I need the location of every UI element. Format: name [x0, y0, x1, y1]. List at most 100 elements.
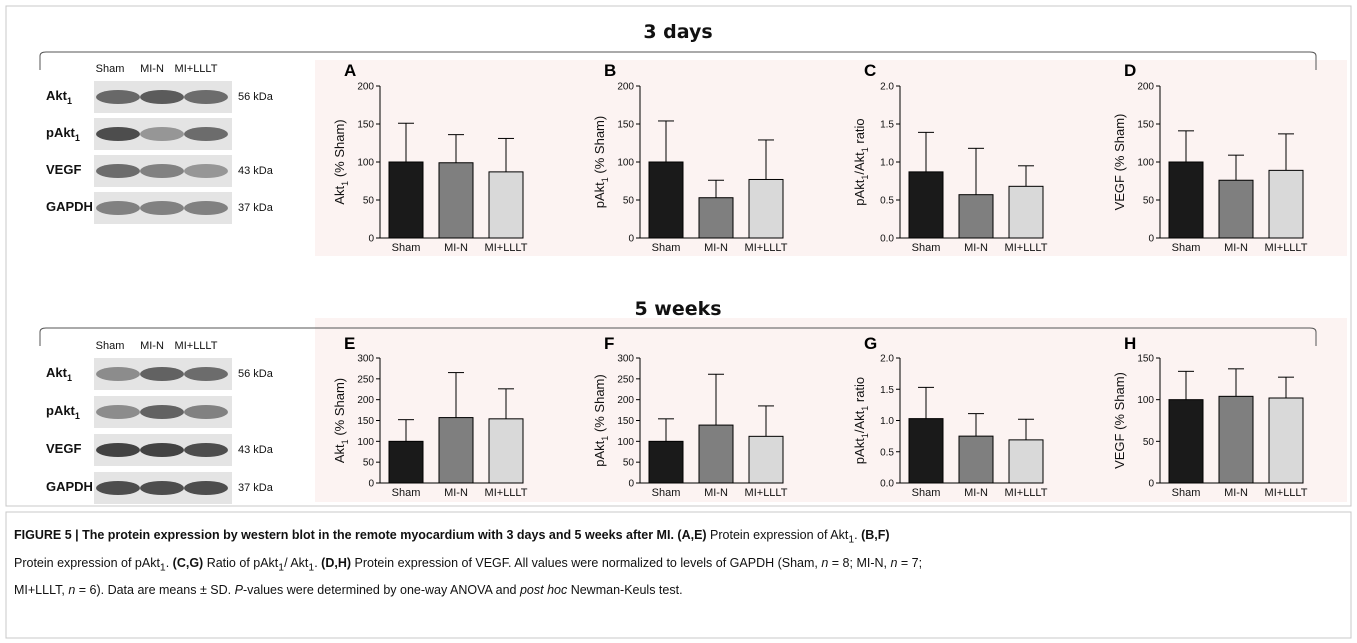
- y-tick-label: 150: [1137, 120, 1154, 131]
- x-category-label: MI-N: [704, 487, 728, 499]
- blot-row-label: pAkt1: [46, 125, 80, 143]
- x-category-label: Sham: [652, 487, 681, 499]
- bar-sham: [1168, 161, 1204, 239]
- y-tick-label: 1.0: [880, 158, 894, 169]
- blot-band: [140, 127, 184, 141]
- x-category-label: MI-N: [444, 242, 468, 254]
- y-tick-label: 0.0: [880, 234, 894, 245]
- y-tick-label: 300: [617, 354, 634, 365]
- y-tick-label: 0.5: [880, 447, 894, 458]
- y-tick-label: 250: [617, 374, 634, 385]
- y-tick-label: 100: [357, 437, 374, 448]
- bar-mi-n: [698, 424, 734, 484]
- x-category-label: Sham: [912, 487, 941, 499]
- bar-mi-lllt: [1008, 185, 1044, 239]
- y-tick-label: 0: [628, 234, 634, 245]
- panel-letter: E: [344, 334, 355, 353]
- y-tick-label: 1.5: [880, 120, 894, 131]
- bar-mi-n: [958, 435, 994, 484]
- x-category-label: MI+LLLT: [1005, 242, 1048, 254]
- y-tick-label: 0: [368, 234, 374, 245]
- section-5-weeks: 5 weeks Sham MI-N MI+LLLT Akt1 56 kDa pAkt1 VEG…: [39, 298, 1317, 504]
- chart-panel-b: B 0 50 100 150 200 pAkt1 (% Sham) Sham MI-N MI+LL…: [592, 61, 788, 254]
- blot-band: [184, 443, 228, 457]
- caption-end: Newman-Keuls test.: [567, 583, 683, 597]
- x-category-label: MI-N: [964, 242, 988, 254]
- x-category-label: MI-N: [444, 487, 468, 499]
- y-tick-label: 0: [1148, 234, 1154, 245]
- y-tick-label: 50: [623, 458, 635, 469]
- bar-sham: [388, 161, 424, 239]
- blot-lane-label: MI+LLLT: [175, 340, 218, 352]
- y-tick-label: 100: [617, 437, 634, 448]
- panel-letter: F: [604, 334, 614, 353]
- blot-row-label: GAPDH: [46, 479, 93, 494]
- blot-band: [96, 90, 140, 104]
- bar-sham: [908, 171, 944, 239]
- y-axis-label: Akt1 (% Sham): [332, 378, 350, 463]
- y-tick-label: 150: [1137, 354, 1154, 365]
- y-tick-label: 100: [1137, 158, 1154, 169]
- panel-letter: C: [864, 61, 876, 80]
- blot-lane-label: MI-N: [140, 340, 164, 352]
- blot-band: [140, 367, 184, 381]
- y-axis-label: pAkt1 (% Sham): [592, 116, 610, 208]
- y-tick-label: 300: [357, 354, 374, 365]
- bar-mi-lllt: [1268, 397, 1304, 484]
- blot-band: [96, 127, 140, 141]
- chart-panel-f: F 0 50 100 150 200 250 300 pAkt1 (% Sham) Sham MI-…: [592, 334, 788, 499]
- y-tick-label: 150: [617, 416, 634, 427]
- blot-band: [184, 405, 228, 419]
- y-tick-label: 0: [628, 479, 634, 490]
- x-category-label: MI+LLLT: [485, 242, 528, 254]
- x-category-label: MI+LLLT: [1265, 487, 1308, 499]
- blot-band: [184, 481, 228, 495]
- caption-posthoc: post hoc: [519, 583, 568, 597]
- blot-band: [96, 405, 140, 419]
- bar-sham: [908, 418, 944, 484]
- bar-mi-n: [958, 194, 994, 239]
- caption-ref-dh: (D,H): [321, 555, 352, 570]
- x-category-label: Sham: [1172, 487, 1201, 499]
- y-tick-label: 150: [357, 120, 374, 131]
- y-tick-label: 200: [617, 395, 634, 406]
- caption-lllt: MI+LLLT,: [14, 583, 69, 597]
- bar-mi-lllt: [488, 418, 524, 484]
- y-tick-label: 1.5: [880, 385, 894, 396]
- y-tick-label: 2.0: [880, 354, 894, 365]
- bar-mi-lllt: [1008, 439, 1044, 484]
- caption-n: n: [821, 555, 829, 570]
- blot-row-label: Akt1: [46, 88, 72, 106]
- y-tick-label: 1.0: [880, 416, 894, 427]
- x-category-label: MI-N: [964, 487, 988, 499]
- x-category-label: Sham: [392, 487, 421, 499]
- blot-kda-label: 43 kDa: [238, 444, 274, 456]
- x-category-label: Sham: [1172, 242, 1201, 254]
- bar-mi-lllt: [748, 178, 784, 239]
- y-tick-label: 50: [623, 196, 635, 207]
- bar-sham: [1168, 399, 1204, 484]
- y-tick-label: 0: [368, 479, 374, 490]
- bar-mi-n: [698, 197, 734, 239]
- caption-means: = 6). Data are means ± SD.: [75, 583, 235, 597]
- caption-n-sham: = 8; MI-N,: [828, 555, 891, 570]
- blot-row-label: VEGF: [46, 162, 81, 177]
- bar-mi-n: [1218, 179, 1254, 239]
- blot-band: [140, 443, 184, 457]
- y-axis-label: Akt1 (% Sham): [332, 119, 350, 204]
- x-category-label: MI-N: [704, 242, 728, 254]
- blot-lane-label: MI-N: [140, 63, 164, 75]
- blot-band: [140, 90, 184, 104]
- bar-mi-lllt: [488, 171, 524, 239]
- panel-letter: B: [604, 61, 616, 80]
- y-tick-label: 50: [1143, 437, 1155, 448]
- caption-n: n: [68, 583, 76, 597]
- y-tick-label: 50: [363, 196, 375, 207]
- x-category-label: MI-N: [1224, 242, 1248, 254]
- blot-band: [184, 127, 228, 141]
- caption-cg-text: Ratio of pAkt: [203, 555, 279, 570]
- figure-frame: [5, 5, 1352, 507]
- blot-lane-label: MI+LLLT: [175, 63, 218, 75]
- y-tick-label: 100: [357, 158, 374, 169]
